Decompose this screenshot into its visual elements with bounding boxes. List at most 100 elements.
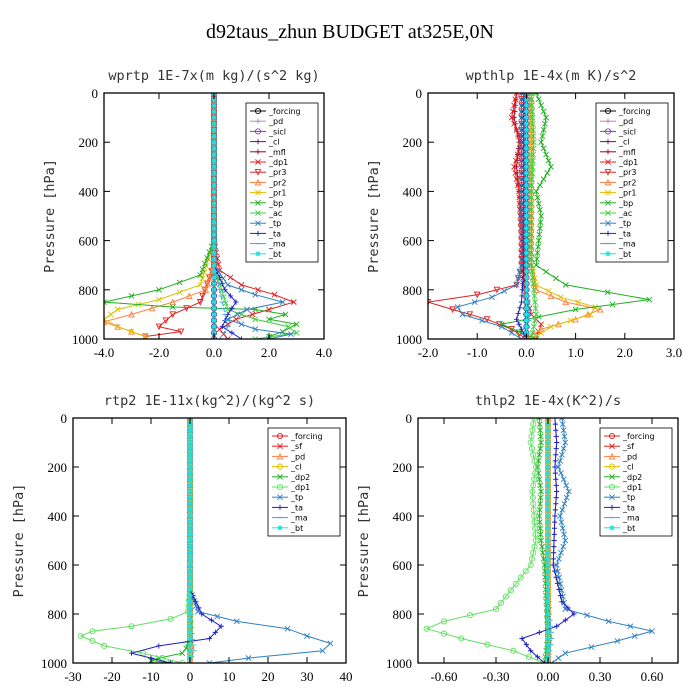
legend-marker — [608, 432, 616, 440]
series-point-bt — [545, 568, 551, 574]
series-point-dp2 — [540, 555, 547, 562]
series-point-ta — [553, 574, 559, 580]
series-point-bt — [523, 182, 529, 188]
series-point-tp — [518, 336, 525, 339]
series-point-bt — [523, 139, 529, 145]
series-point-tp — [555, 555, 562, 562]
series-point-dp1 — [513, 157, 519, 164]
series-point-ta — [552, 507, 558, 513]
series-point-dp1 — [513, 126, 520, 133]
legend-marker — [254, 128, 262, 135]
series-point-bt — [523, 293, 529, 299]
series-point-bt — [187, 605, 193, 611]
series-point-bt — [523, 102, 529, 108]
legend-marker — [254, 178, 262, 186]
series-point-bt — [211, 170, 217, 176]
x-tick-label: -2.0 — [418, 345, 439, 360]
series-point-dp1 — [101, 642, 108, 649]
series-point-bt — [523, 170, 529, 176]
series-point-bt — [211, 158, 217, 164]
panel-title: thlp2 1E-4x(K^2)/s — [475, 393, 621, 409]
series-point-bt — [211, 108, 217, 115]
series-point-ta — [212, 629, 218, 635]
series-point-bt — [545, 421, 551, 427]
series-point-bt — [523, 213, 529, 219]
series-point-ac — [285, 323, 292, 330]
series-point-bt — [187, 629, 193, 635]
series-point-ac — [252, 336, 259, 339]
series-point-bt — [211, 96, 217, 102]
series-point-bp — [540, 126, 547, 133]
series-point-bt — [187, 617, 193, 623]
series-point-dp1 — [531, 543, 538, 550]
series-point-pr1 — [104, 316, 107, 323]
series-point-pr3 — [449, 306, 456, 314]
series-point-bt — [211, 102, 217, 108]
x-tick-label: -4.0 — [94, 345, 115, 360]
legend-entry: _pr2 — [268, 178, 286, 187]
series-point-ta — [551, 544, 557, 550]
series-point-bt — [523, 145, 529, 151]
series-point-bt — [187, 550, 193, 556]
legend-marker — [604, 169, 612, 176]
x-tick-label: 0.30 — [589, 669, 612, 684]
series-point-tp — [558, 519, 565, 526]
legend-marker — [255, 139, 261, 145]
series-point-ta — [523, 642, 529, 648]
legend-marker — [605, 210, 611, 216]
series-point-ta — [554, 623, 560, 629]
series-point-pr2 — [596, 305, 604, 313]
series-point-pr2 — [547, 292, 555, 299]
series-point-dp1 — [216, 326, 223, 333]
y-tick-label: 1000 — [386, 656, 412, 671]
series-point-bp — [548, 163, 554, 170]
series-point-ta — [128, 650, 135, 656]
series-point-bp — [562, 281, 569, 288]
series-point-bp — [553, 275, 559, 282]
series-point-pr2 — [202, 286, 210, 293]
series-point-tp — [266, 336, 272, 339]
series-point-ac — [529, 163, 536, 170]
series-point-ta — [517, 305, 523, 311]
series-point-dp1 — [290, 299, 297, 306]
series-point-ta — [552, 418, 558, 421]
y-axis-label: Pressure [hPa] — [366, 159, 382, 273]
series-point-bt — [523, 244, 529, 250]
series-point-bp — [543, 268, 549, 275]
y-tick-label: 800 — [403, 283, 423, 298]
y-tick-label: 600 — [48, 558, 68, 573]
legend-entry: _ma — [618, 240, 636, 249]
series-point-tp — [454, 304, 461, 310]
series-point-bt — [187, 488, 193, 495]
series-point-tp — [558, 549, 564, 556]
series-point-bt — [211, 317, 217, 324]
legend-marker — [604, 107, 612, 115]
series-point-bt — [211, 145, 217, 151]
chart-panel-3: rtp2 1E-11x(kg^2)/(kg^2 s) Pressure [hPa]… — [11, 393, 353, 684]
series-point-bt — [187, 433, 193, 439]
series-point-tp — [560, 543, 567, 550]
series-point-tp — [479, 317, 486, 324]
series-point-bt — [545, 452, 551, 458]
series-point-pr3 — [466, 311, 474, 319]
legend: _forcing_sf_pd _cl_dp2_dp1_tp_ta _ma_bt — [599, 427, 673, 537]
legend-marker — [605, 189, 611, 196]
series-point-tp — [563, 494, 570, 501]
series-point-bt — [545, 525, 551, 531]
y-axis-label: Pressure [hPa] — [356, 484, 372, 598]
series-point-pr1 — [567, 317, 574, 324]
series-point-pr1 — [528, 139, 535, 146]
series-point-dp1 — [216, 267, 223, 274]
legend-marker — [277, 504, 283, 510]
series-point-pr2 — [562, 298, 570, 306]
series-point-bp — [535, 200, 542, 207]
legend-entry: _cl — [622, 463, 634, 472]
legend-marker — [255, 159, 261, 165]
series-point-dp1 — [509, 108, 516, 115]
series-point-ta — [553, 446, 559, 452]
series-point-dp1 — [224, 321, 231, 328]
series-point-dp1 — [513, 176, 520, 183]
series-point-dp2 — [537, 531, 544, 538]
legend-entry: _pd — [290, 452, 305, 461]
